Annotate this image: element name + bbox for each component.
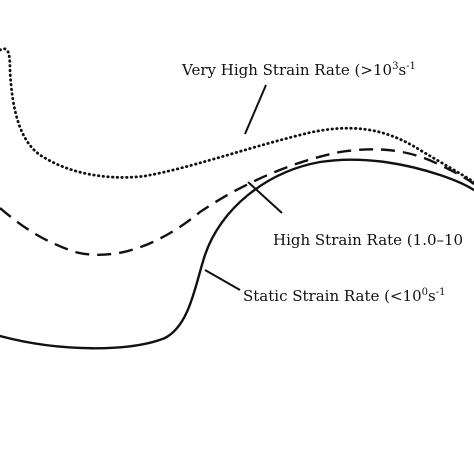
static-label-text: Static Strain Rate (<10 bbox=[243, 287, 422, 305]
high-leader-line bbox=[247, 181, 283, 214]
static-strain-rate-label: Static Strain Rate (<100s-1 bbox=[243, 287, 445, 305]
very-high-label-unit-exponent: -1 bbox=[406, 61, 416, 72]
very-high-leader-line bbox=[244, 84, 267, 135]
very-high-strain-rate-label: Very High Strain Rate (>103s-1 bbox=[182, 61, 416, 79]
very-high-strain-rate-curve bbox=[0, 47, 474, 184]
high-strain-rate-label: High Strain Rate (1.0–10 bbox=[273, 231, 463, 249]
very-high-label-exponent: 3 bbox=[392, 61, 399, 72]
very-high-label-unit: s bbox=[398, 61, 407, 79]
very-high-label-text: Very High Strain Rate (>10 bbox=[182, 61, 393, 79]
high-label-text: High Strain Rate (1.0–10 bbox=[273, 231, 464, 249]
static-label-unit-exponent: -1 bbox=[435, 287, 446, 298]
static-label-exponent: 0 bbox=[421, 287, 429, 298]
static-leader-line bbox=[204, 269, 241, 291]
static-label-unit: s bbox=[428, 287, 436, 305]
static-strain-rate-curve bbox=[0, 158, 474, 350]
